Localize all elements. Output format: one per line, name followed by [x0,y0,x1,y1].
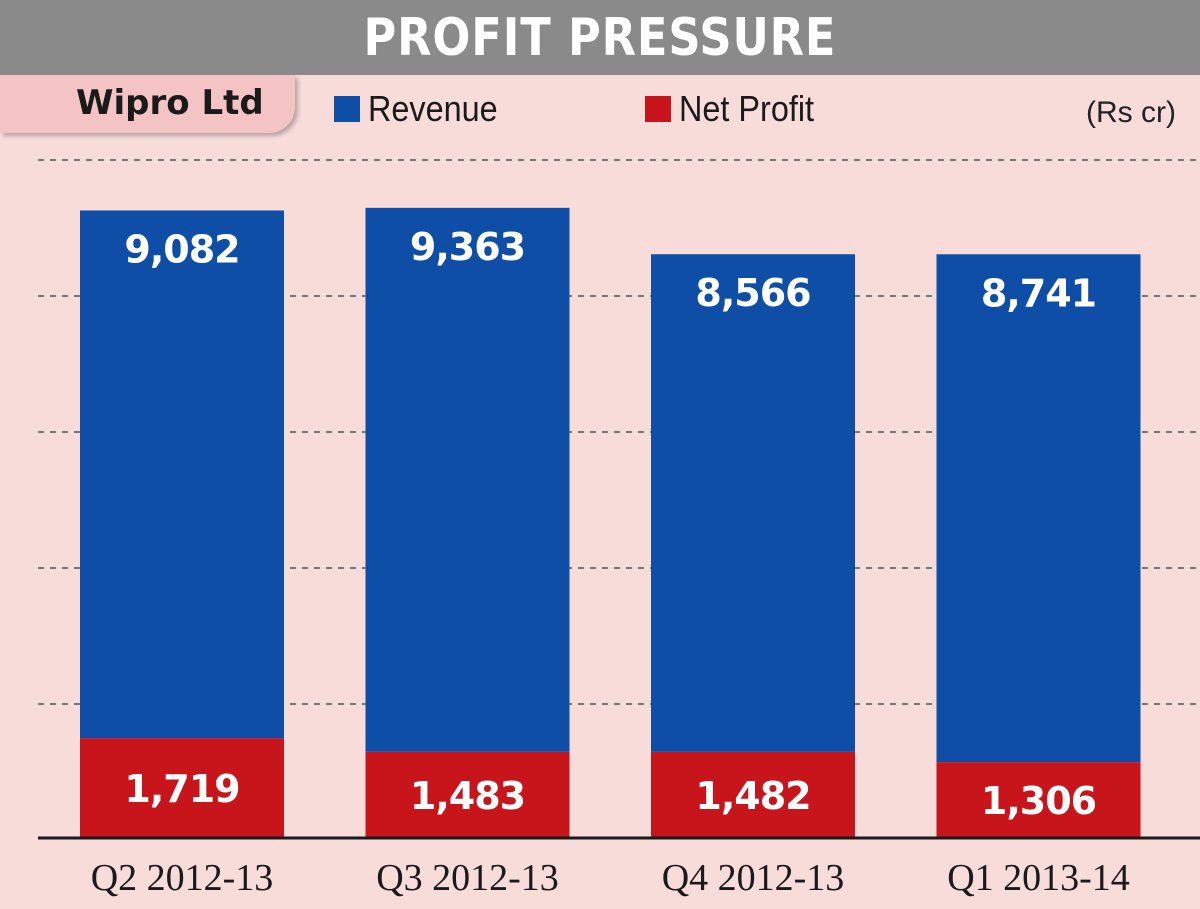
legend-item-revenue: Revenue [334,88,512,130]
x-tick-label-4: Q1 2013-14 [947,857,1130,899]
legend-item-net-profit: Net Profit [645,88,829,130]
x-tick-label-2: Q3 2012-13 [376,857,559,899]
data-label-net-profit-3: 1,482 [695,774,810,818]
bar-net-profit-1 [80,738,284,838]
bar-revenue-3 [651,254,855,752]
legend-swatch-revenue [334,96,360,122]
bar-revenue-2 [365,207,570,752]
legend-swatch-net-profit [645,96,671,122]
data-label-revenue-4: 8,741 [981,271,1096,315]
legend-label-revenue: Revenue [368,88,498,129]
company-name: Wipro Ltd [76,83,264,123]
bar-revenue-4 [936,254,1141,763]
bar-net-profit-4 [936,762,1141,838]
data-label-net-profit-1: 1,719 [124,767,239,811]
legend-label-net-profit: Net Profit [679,88,815,129]
bar-net-profit-3 [651,751,855,838]
bar-revenue-1 [80,210,284,739]
company-tab: Wipro Ltd [0,75,295,133]
data-label-revenue-2: 9,363 [410,225,525,269]
unit-label: (Rs cr) [1086,96,1176,129]
x-tick-label-3: Q4 2012-13 [662,857,845,899]
data-label-net-profit-2: 1,483 [410,774,525,818]
title-bar: PROFIT PRESSURE [0,0,1200,75]
bar-net-profit-2 [365,751,570,838]
data-label-revenue-3: 8,566 [695,271,810,315]
chart-title: PROFIT PRESSURE [363,7,837,68]
x-tick-label-1: Q2 2012-13 [91,857,274,899]
data-label-revenue-1: 9,082 [124,227,239,271]
data-label-net-profit-4: 1,306 [981,779,1096,823]
